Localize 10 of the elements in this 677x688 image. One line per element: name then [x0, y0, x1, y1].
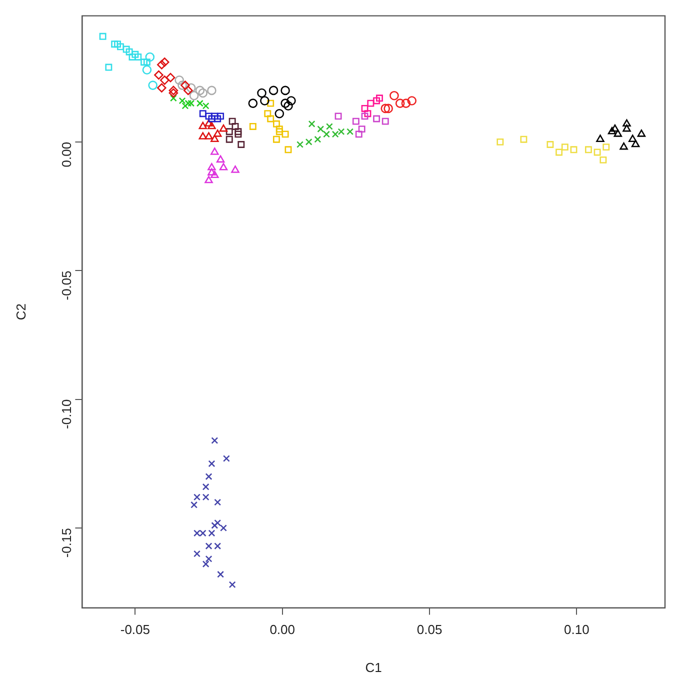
y-tick-label: -0.05: [58, 270, 74, 300]
y-tick-label: -0.10: [58, 399, 74, 429]
x-tick-label: 0.05: [416, 622, 442, 638]
y-axis-title: C2: [13, 303, 28, 320]
y-tick-label: -0.15: [58, 528, 74, 558]
x-tick-label: 0.00: [270, 622, 296, 638]
x-tick-label: -0.05: [120, 622, 150, 638]
x-axis-title: C1: [365, 660, 382, 675]
x-tick-label: 0.10: [564, 622, 590, 638]
y-tick-label: 0.00: [58, 142, 74, 168]
